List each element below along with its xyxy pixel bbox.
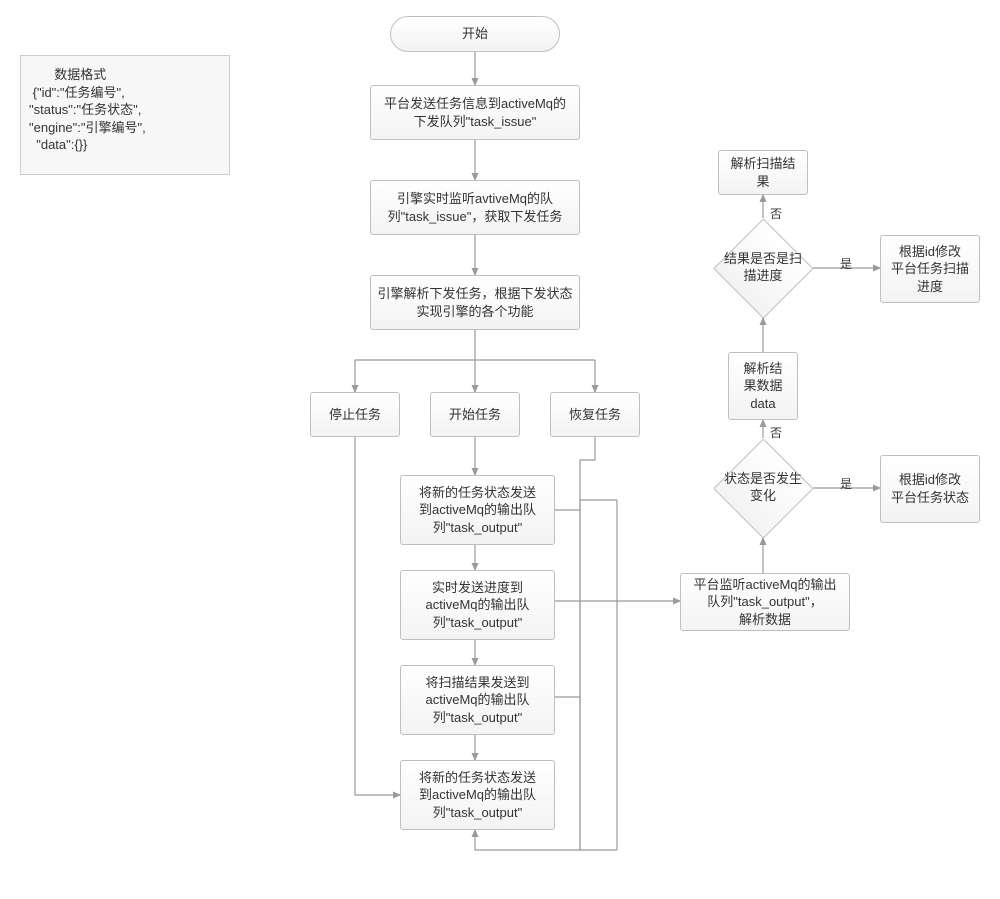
box-mod_prog: 根据id修改平台任务扫描进度 (880, 235, 980, 303)
box-s4: 将新的任务状态发送到activeMq的输出队列"task_output" (400, 760, 555, 830)
edge-label: 是 (840, 475, 852, 492)
box-s3: 将扫描结果发送到activeMq的输出队列"task_output" (400, 665, 555, 735)
flowchart-canvas: 数据格式 {"id":"任务编号", "status":"任务状态", "eng… (0, 0, 1000, 899)
box-s2: 实时发送进度到activeMq的输出队列"task_output" (400, 570, 555, 640)
diamond-d_scan: 结果是否是扫描进度 (728, 233, 799, 304)
box-listen: 平台监听activeMq的输出队列"task_output"，解析数据 (680, 573, 850, 631)
box-data: 解析结果数据data (728, 352, 798, 420)
edge-label: 否 (770, 424, 782, 441)
edge-label: 否 (770, 205, 782, 222)
box-s1: 将新的任务状态发送到activeMq的输出队列"task_output" (400, 475, 555, 545)
terminator-start: 开始 (390, 16, 560, 52)
edge (355, 437, 400, 795)
box-n1: 平台发送任务信息到activeMq的下发队列"task_issue" (370, 85, 580, 140)
box-n2: 引擎实时监听avtiveMq的队列"task_issue"，获取下发任务 (370, 180, 580, 235)
diamond-label-d_status: 状态是否发生变化 (713, 438, 813, 538)
box-parse: 解析扫描结果 (718, 150, 808, 195)
box-resume: 恢复任务 (550, 392, 640, 437)
box-begin: 开始任务 (430, 392, 520, 437)
diamond-d_status: 状态是否发生变化 (728, 453, 799, 524)
box-info: 数据格式 {"id":"任务编号", "status":"任务状态", "eng… (20, 55, 230, 175)
diamond-label-d_scan: 结果是否是扫描进度 (713, 218, 813, 318)
edge-label: 是 (840, 255, 852, 272)
box-mod_stat: 根据id修改平台任务状态 (880, 455, 980, 523)
box-stop: 停止任务 (310, 392, 400, 437)
box-n3: 引擎解析下发任务，根据下发状态实现引擎的各个功能 (370, 275, 580, 330)
